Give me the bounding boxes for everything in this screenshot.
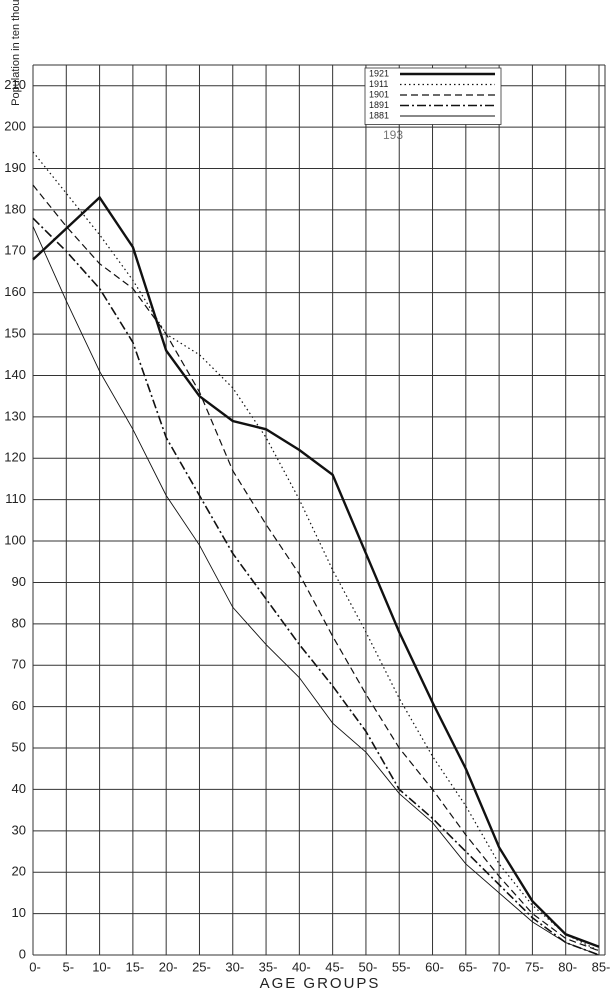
- y-tick-label: 190: [4, 160, 26, 175]
- series-line: [32, 195, 600, 948]
- series-line: [32, 226, 600, 956]
- y-tick-label: 0: [19, 946, 26, 961]
- y-tick-label: 10: [12, 905, 26, 920]
- x-tick-label: 35-: [259, 959, 278, 974]
- x-tick-label: 30-: [225, 959, 244, 974]
- x-tick-label: 65-: [458, 959, 477, 974]
- y-tick-label: 120: [4, 450, 26, 465]
- x-tick-label: 75-: [525, 959, 544, 974]
- y-tick-label: 140: [4, 367, 26, 382]
- y-axis-label: Population in ten thousands: [10, 0, 22, 106]
- x-tick-label: 40-: [292, 959, 311, 974]
- y-tick-label: 70: [12, 657, 26, 672]
- legend-label: 1881: [369, 110, 389, 120]
- x-tick-label: 5-: [63, 959, 75, 974]
- y-tick-label: 210: [4, 77, 26, 92]
- x-tick-label: 25-: [192, 959, 211, 974]
- series-line: [32, 184, 600, 952]
- x-tick-label: 85-: [592, 959, 611, 974]
- annotation: 193: [383, 128, 403, 142]
- legend-label: 1921: [369, 68, 389, 78]
- y-tick-label: 110: [5, 491, 26, 506]
- y-tick-label: 90: [12, 574, 26, 589]
- x-tick-label: 70-: [492, 959, 511, 974]
- x-axis-label: AGE GROUPS: [260, 975, 381, 992]
- legend-label: 1901: [369, 89, 389, 99]
- y-tick-label: 80: [12, 615, 26, 630]
- x-tick-label: 0-: [29, 959, 41, 974]
- series-line: [32, 151, 600, 952]
- y-tick-label: 50: [12, 739, 26, 754]
- y-tick-label: 180: [4, 201, 26, 216]
- series-line: [32, 217, 600, 956]
- x-tick-label: 20-: [159, 959, 178, 974]
- legend-label: 1911: [369, 79, 388, 89]
- y-tick-label: 60: [12, 698, 26, 713]
- y-tick-label: 30: [12, 822, 26, 837]
- y-tick-label: 40: [12, 781, 26, 796]
- legend-box: [364, 67, 502, 125]
- x-tick-label: 10-: [92, 959, 111, 974]
- y-tick-label: 170: [4, 243, 26, 258]
- x-tick-label: 50-: [359, 959, 378, 974]
- x-tick-label: 45-: [325, 959, 344, 974]
- x-tick-label: 80-: [558, 959, 577, 974]
- y-tick-label: 200: [4, 119, 26, 134]
- legend-label: 1891: [369, 100, 389, 110]
- y-tick-label: 100: [4, 532, 26, 547]
- y-tick-label: 130: [4, 408, 26, 423]
- y-tick-label: 20: [12, 864, 26, 879]
- y-tick-label: 160: [4, 284, 26, 299]
- x-tick-label: 15-: [125, 959, 144, 974]
- x-tick-label: 55-: [392, 959, 411, 974]
- y-tick-label: 150: [4, 326, 26, 341]
- x-tick-label: 60-: [425, 959, 444, 974]
